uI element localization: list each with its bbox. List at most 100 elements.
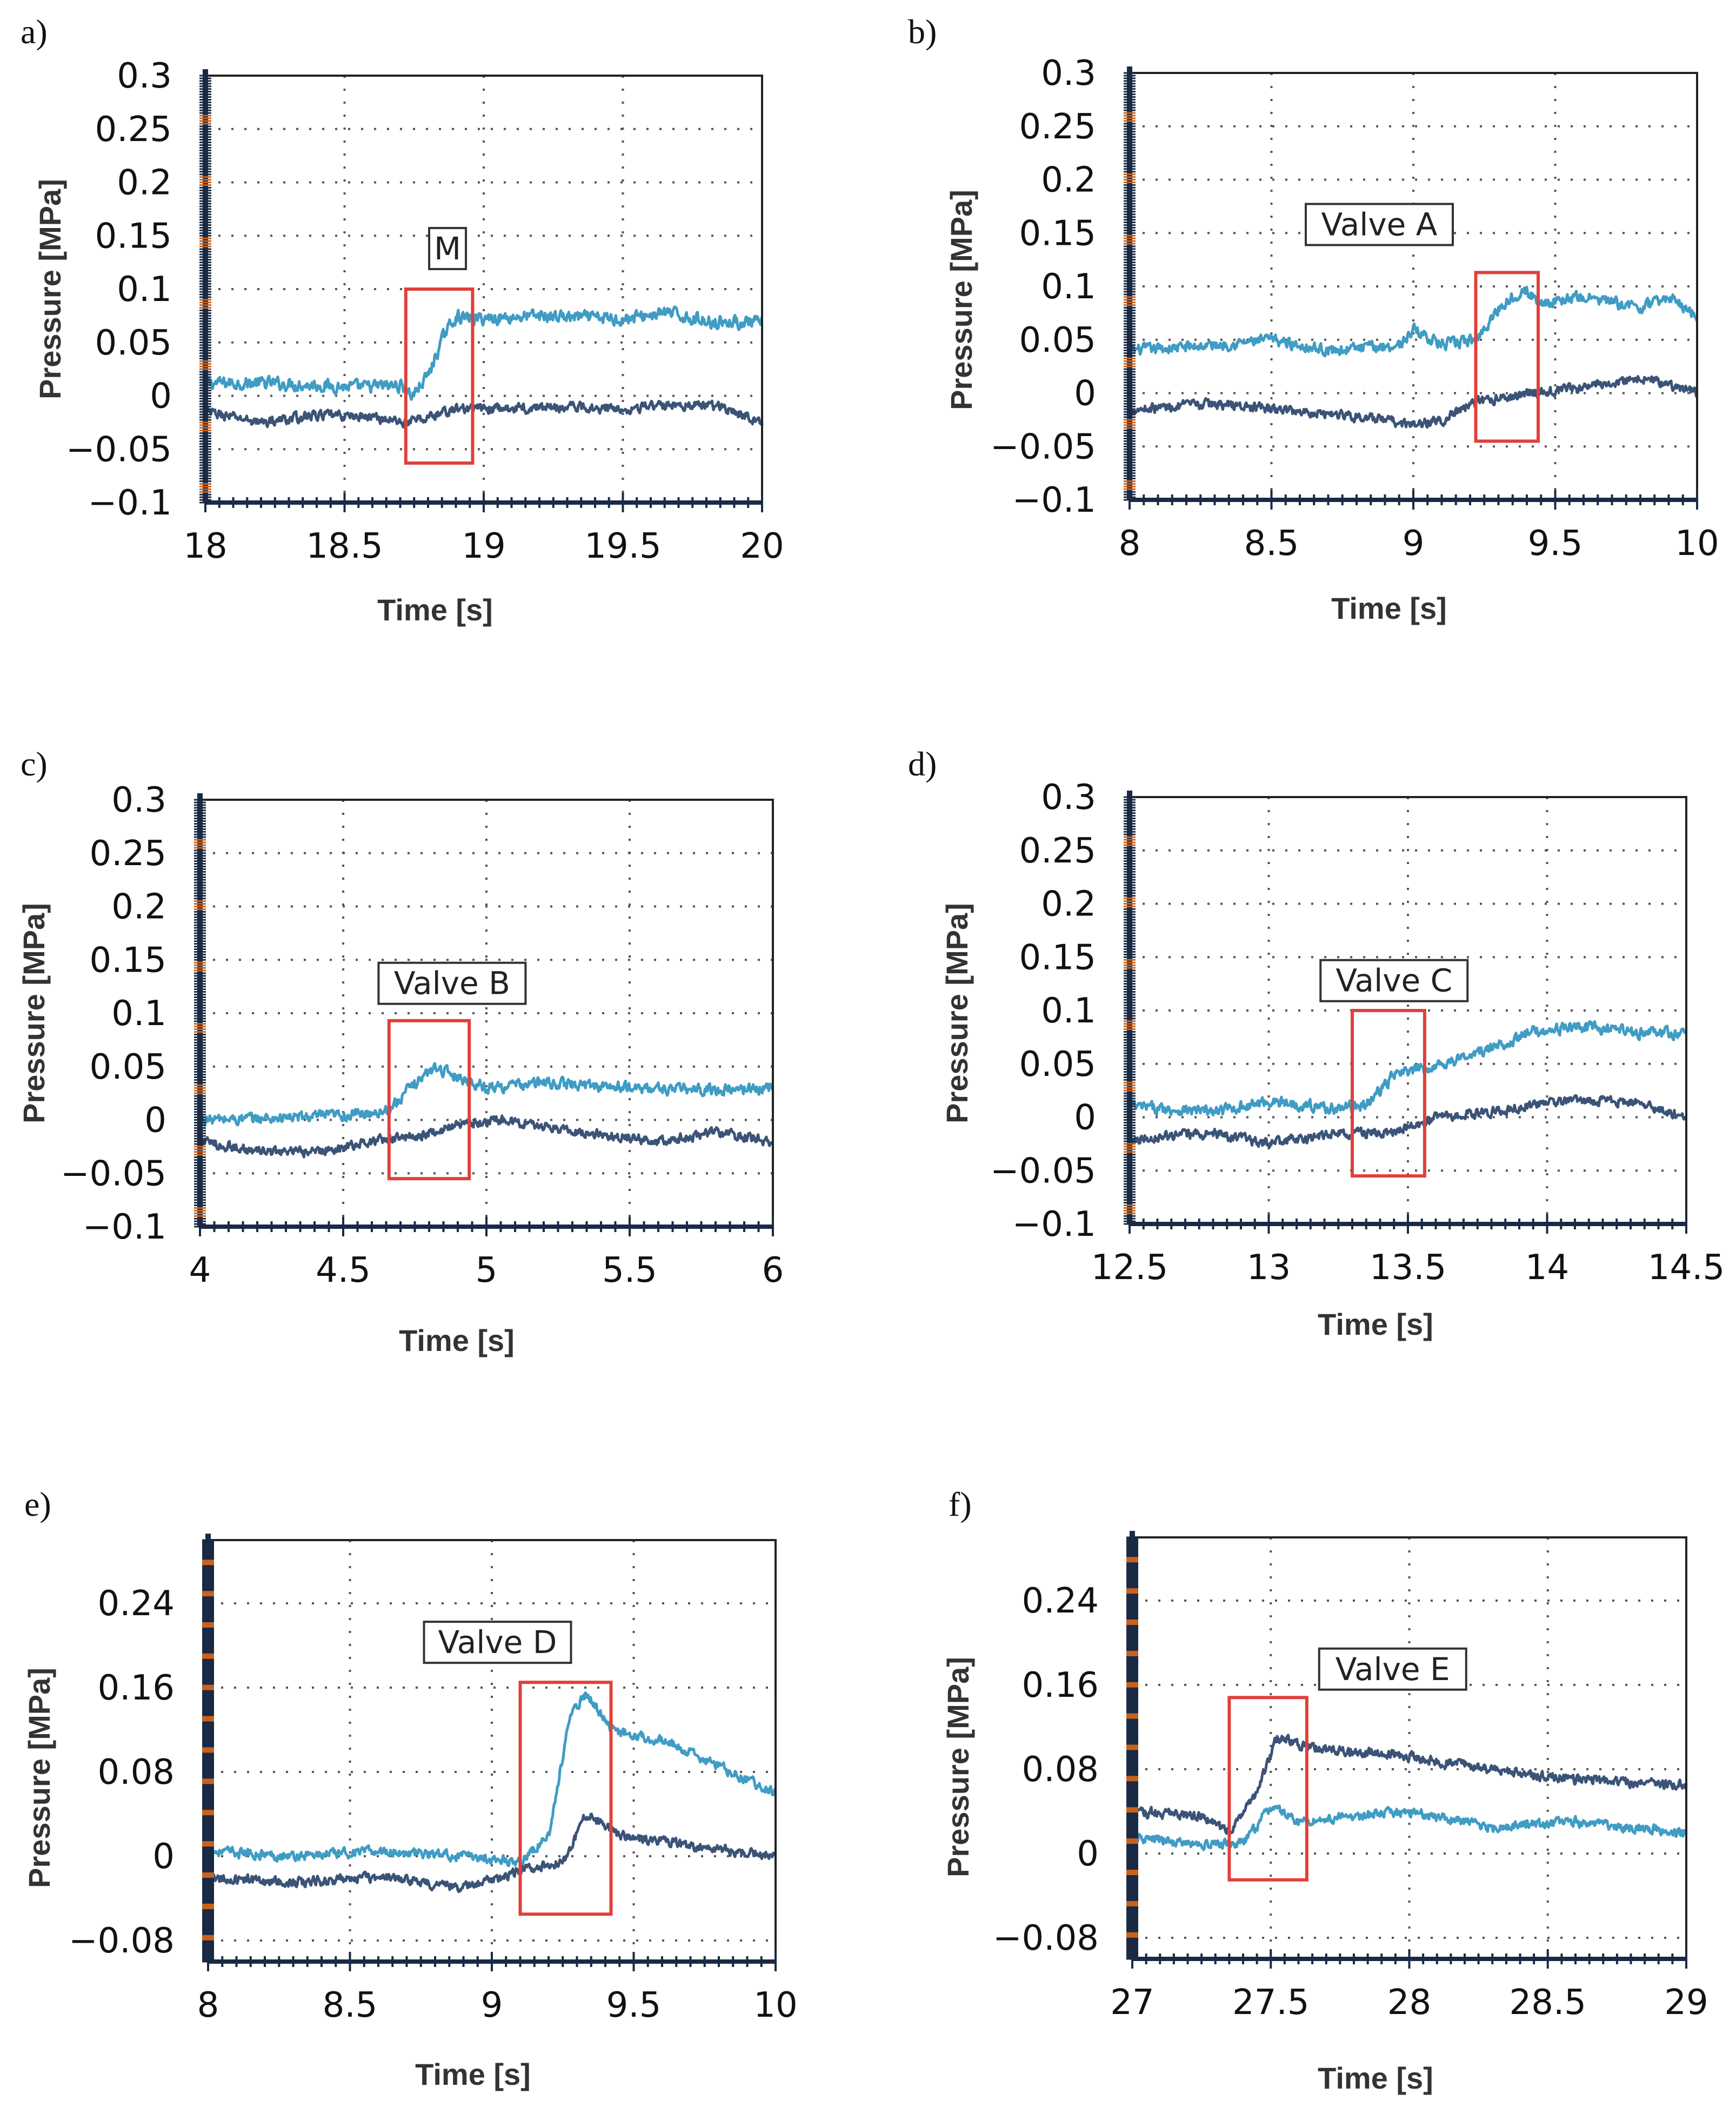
grid xyxy=(200,800,773,1227)
x-tick-label: 18.5 xyxy=(306,526,383,566)
y-tick-label: 0.15 xyxy=(1019,938,1097,978)
x-tick-label: 29 xyxy=(1664,1983,1708,2023)
y-tick-label: 0 xyxy=(152,1837,175,1877)
x-tick-label: 28 xyxy=(1387,1983,1431,2023)
series-line-upstream xyxy=(1131,1804,1688,1851)
x-tick-label: 27 xyxy=(1110,1983,1154,2023)
x-tick-label: 8 xyxy=(1119,524,1141,564)
series-line-downstream xyxy=(1128,1094,1687,1149)
panel-a: a) Time [s] Pressure [MPa] M −0.1 −0.05 0 0.… xyxy=(21,12,784,627)
x-tick-label: 4.5 xyxy=(316,1250,371,1290)
y-axis xyxy=(199,69,211,504)
x-tick-label: 20 xyxy=(740,526,784,566)
y-axis-title: Pressure [MPa] xyxy=(33,179,67,399)
panel-letter: b) xyxy=(908,12,937,51)
panel-e: e) Time [s] Pressure [MPa] Valve D −0.08 0… xyxy=(22,1485,798,2091)
y-tick-label: −0.1 xyxy=(1012,480,1096,520)
series-line-downstream xyxy=(1129,375,1698,429)
panel-c: c) Time [s] Pressure [MPa] Valve B −0.1 −0… xyxy=(17,745,784,1357)
y-tick-label: 0.08 xyxy=(1022,1750,1099,1790)
y-tick-label: 0.2 xyxy=(1041,160,1096,200)
y-tick-label: 0 xyxy=(144,1101,166,1141)
x-axis xyxy=(207,1952,777,1971)
plot-frame xyxy=(1129,72,1698,501)
plot-frame xyxy=(204,75,763,504)
x-tick-label: 28.5 xyxy=(1510,1983,1587,2023)
y-axis-title: Pressure [MPa] xyxy=(941,1657,975,1877)
series-line-upstream xyxy=(198,1062,774,1127)
highlight-box xyxy=(518,1681,613,1916)
y-axis-title: Pressure [MPa] xyxy=(940,903,974,1123)
y-tick-label: 0.3 xyxy=(1041,778,1096,818)
x-tick-label: 10 xyxy=(1675,524,1719,564)
series-line-downstream xyxy=(198,1114,773,1159)
x-axis xyxy=(1129,490,1698,510)
y-tick-label: 0.3 xyxy=(117,56,172,96)
x-tick-label: 14.5 xyxy=(1648,1248,1725,1288)
grid xyxy=(205,76,762,503)
highlight-box xyxy=(1351,1009,1426,1178)
x-axis xyxy=(199,1217,774,1236)
x-tick-label: 5.5 xyxy=(602,1250,657,1290)
series-line-upstream xyxy=(1128,285,1699,358)
x-tick-label: 6 xyxy=(762,1250,784,1290)
x-axis-title: Time [s] xyxy=(415,2057,531,2091)
x-tick-label: 13 xyxy=(1247,1248,1291,1288)
x-tick-label: 8.5 xyxy=(1244,524,1299,564)
series-line-upstream xyxy=(204,305,764,401)
panel-letter: c) xyxy=(21,745,48,783)
y-tick-label: −0.1 xyxy=(83,1207,166,1247)
x-tick-label: 5 xyxy=(476,1250,498,1290)
y-axis xyxy=(1124,66,1136,501)
y-tick-label: −0.08 xyxy=(69,1921,175,1961)
highlight-box xyxy=(387,1019,471,1181)
y-tick-label: 0.05 xyxy=(90,1047,167,1087)
annotation-label: Valve E xyxy=(1336,1651,1450,1688)
y-tick-label: 0.15 xyxy=(90,940,167,980)
series-line-downstream xyxy=(206,1812,776,1893)
annotation-label: Valve A xyxy=(1321,206,1438,243)
x-tick-label: 10 xyxy=(753,1985,797,2025)
annotation-box xyxy=(1305,203,1454,246)
y-tick-label: 0.08 xyxy=(98,1752,175,1792)
y-tick-label: −0.05 xyxy=(990,1151,1096,1191)
y-tick-label: −0.05 xyxy=(61,1154,166,1194)
panel-letter: d) xyxy=(908,745,937,783)
y-tick-label: 0.1 xyxy=(1041,267,1096,307)
x-tick-label: 13.5 xyxy=(1370,1248,1447,1288)
x-axis xyxy=(1131,1949,1687,1969)
panel-letter: e) xyxy=(24,1485,51,1523)
y-tick-label: 0.16 xyxy=(98,1668,175,1708)
y-tick-label: −0.05 xyxy=(990,427,1096,467)
x-axis-title: Time [s] xyxy=(1318,1307,1433,1341)
y-axis xyxy=(194,793,206,1228)
y-tick-label: −0.05 xyxy=(66,430,172,470)
y-tick-label: −0.1 xyxy=(1012,1205,1096,1245)
x-tick-label: 12.5 xyxy=(1091,1248,1169,1288)
y-axis-title: Pressure [MPa] xyxy=(944,190,978,410)
y-tick-label: 0.1 xyxy=(1041,991,1096,1031)
plot-frame xyxy=(1131,1536,1687,1960)
y-tick-label: 0.05 xyxy=(95,323,172,363)
x-tick-label: 8.5 xyxy=(323,1985,378,2025)
y-tick-label: 0.25 xyxy=(1019,107,1097,147)
grid xyxy=(1130,73,1697,500)
annotation-box xyxy=(423,1621,572,1664)
series-line-downstream xyxy=(1132,1734,1688,1835)
x-tick-label: 9.5 xyxy=(606,1985,662,2025)
panel-letter: f) xyxy=(949,1485,972,1523)
y-tick-label: 0 xyxy=(1077,1834,1099,1874)
x-axis-title: Time [s] xyxy=(399,1323,515,1357)
y-axis-title: Pressure [MPa] xyxy=(17,903,51,1123)
x-axis-title: Time [s] xyxy=(1331,591,1447,625)
annotation-label: Valve D xyxy=(438,1624,557,1661)
series-line-upstream xyxy=(1128,1020,1688,1116)
x-tick-label: 8 xyxy=(197,1985,219,2025)
x-tick-label: 14 xyxy=(1525,1248,1569,1288)
series-line-upstream xyxy=(206,1691,777,1867)
y-tick-label: 0.15 xyxy=(1019,213,1097,253)
y-tick-label: 0.15 xyxy=(95,216,172,256)
y-axis xyxy=(1126,1531,1138,1960)
annotation-label: M xyxy=(434,230,461,267)
x-tick-label: 18 xyxy=(183,526,227,566)
